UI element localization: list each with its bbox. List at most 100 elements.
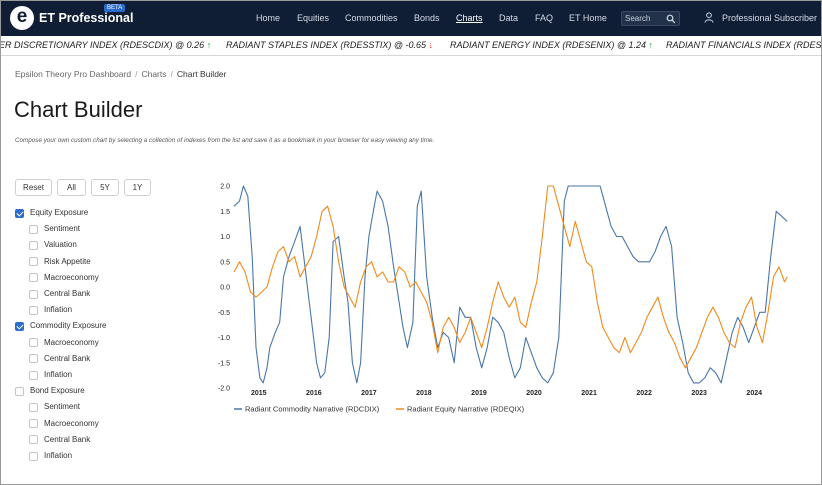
x-tick-label: 2016 <box>306 390 322 397</box>
tree-child-item[interactable]: Sentiment <box>29 224 80 236</box>
breadcrumb-charts[interactable]: Charts <box>141 69 167 79</box>
tree-item-label: Valuation <box>44 240 77 250</box>
y-tick-label: 1.0 <box>220 234 230 241</box>
tree-item-label: Inflation <box>44 370 73 379</box>
ticker-item[interactable]: RADIANT ENERGY INDEX (RDESENIX) @ 1.24 ↑ <box>450 40 653 50</box>
tree-item-label: Commodity Exposure <box>30 321 107 331</box>
y-tick-label: -1.0 <box>218 335 230 342</box>
tree-child-item[interactable]: Inflation <box>29 451 72 463</box>
y-tick-label: 1.5 <box>220 209 230 216</box>
user-icon[interactable] <box>704 12 714 23</box>
checkbox[interactable] <box>29 419 38 429</box>
tree-child-item[interactable]: Inflation <box>29 305 72 317</box>
checkbox-checked[interactable] <box>15 321 24 331</box>
y-tick-label: -0.5 <box>218 310 230 317</box>
checkbox[interactable] <box>15 386 24 396</box>
nav-commodities[interactable]: Commodities <box>345 13 398 23</box>
search-icon[interactable] <box>666 14 676 24</box>
checkbox[interactable] <box>29 370 38 380</box>
legend-item[interactable]: Radiant Commodity Narrative (RDCDIX) <box>234 405 380 414</box>
tree-child-item[interactable]: Central Bank <box>29 435 90 447</box>
tree-group-item[interactable]: Bond Exposure <box>15 386 85 398</box>
checkbox[interactable] <box>29 224 38 234</box>
tree-child-item[interactable]: Central Bank <box>29 354 90 366</box>
nav-home[interactable]: Home <box>256 13 281 23</box>
5y-button[interactable]: 5Y <box>91 179 119 196</box>
checkbox-checked[interactable] <box>15 208 24 218</box>
tree-item-label: Central Bank <box>44 353 91 363</box>
ticker-item[interactable]: RADIANT STAPLES INDEX (RDESSTIX) @ -0.65… <box>226 40 433 50</box>
arrow-up-icon: ↑ <box>206 40 212 50</box>
page-title: Chart Builder <box>14 97 143 122</box>
checkbox[interactable] <box>29 305 38 315</box>
ticker-text: RADIANT FINANCIALS INDEX (RDESFNI <box>666 40 822 50</box>
user-account-link[interactable]: Professional Subscriber <box>722 13 818 23</box>
nav-et-home[interactable]: ET Home <box>569 13 607 23</box>
x-tick-label: 2017 <box>361 390 377 397</box>
checkbox[interactable] <box>29 338 38 348</box>
y-tick-label: -2.0 <box>218 386 230 393</box>
tree-child-item[interactable]: Risk Appetite <box>29 257 91 269</box>
checkbox[interactable] <box>29 273 38 283</box>
series-line-1[interactable] <box>233 185 788 369</box>
arrow-up-icon: ↑ <box>648 40 654 50</box>
series-line-0[interactable] <box>233 185 788 384</box>
logo-icon[interactable]: e <box>10 6 34 30</box>
breadcrumb-dashboard[interactable]: Epsilon Theory Pro Dashboard <box>15 69 132 79</box>
breadcrumb-current: Chart Builder <box>176 69 227 79</box>
checkbox[interactable] <box>29 240 38 250</box>
checkbox[interactable] <box>29 435 38 445</box>
tree-group-item[interactable]: Commodity Exposure <box>15 321 106 333</box>
ticker-text: RADIANT STAPLES INDEX (RDESSTIX) @ -0.65 <box>226 40 427 50</box>
tree-child-item[interactable]: Inflation <box>29 370 72 382</box>
tree-child-item[interactable]: Valuation <box>29 240 77 252</box>
tree-item-label: Risk Appetite <box>44 256 91 266</box>
x-tick-label: 2018 <box>416 390 432 397</box>
y-tick-label: -1.5 <box>218 360 230 367</box>
1y-button[interactable]: 1Y <box>124 179 151 196</box>
nav-charts[interactable]: Charts <box>456 13 483 23</box>
nav-equities[interactable]: Equities <box>297 13 330 23</box>
tree-item-label: Central Bank <box>44 434 91 444</box>
x-tick-label: 2021 <box>581 390 597 397</box>
checkbox[interactable] <box>29 289 38 299</box>
reset-button[interactable]: Reset <box>15 179 52 196</box>
x-tick-label: 2023 <box>691 390 707 397</box>
legend-label: Radiant Commodity Narrative (RDCDIX) <box>245 405 380 414</box>
tree-child-item[interactable]: Macroeconomy <box>29 419 99 431</box>
nav-bonds[interactable]: Bonds <box>414 13 440 23</box>
tree-item-label: Macroeconomy <box>44 337 99 347</box>
tree-item-label: Sentiment <box>44 402 81 412</box>
breadcrumb-separator: / <box>170 69 173 79</box>
checkbox[interactable] <box>29 354 38 364</box>
tree-item-label: Inflation <box>44 305 73 315</box>
tree-child-item[interactable]: Macroeconomy <box>29 273 99 285</box>
tree-child-item[interactable]: Sentiment <box>29 402 80 414</box>
tree-child-item[interactable]: Central Bank <box>29 289 90 301</box>
logo-letter: e <box>16 6 28 27</box>
y-tick-label: 2.0 <box>220 184 230 191</box>
search-input[interactable] <box>625 13 667 24</box>
ticker-item[interactable]: RADIANT FINANCIALS INDEX (RDESFNI <box>666 40 822 50</box>
line-chart: 2.0 1.5 1.0 0.5 0.0 -0.5 -1.0 -1.5 -2.0 2015 2016 2… <box>218 184 788 414</box>
top-navbar: e ET Professional BETA Home Equities Com… <box>0 0 822 36</box>
checkbox[interactable] <box>29 451 38 461</box>
breadcrumb: Epsilon Theory Pro Dashboard / Charts / Char… <box>15 69 226 79</box>
tree-group-item[interactable]: Equity Exposure <box>15 208 88 220</box>
nav-faq[interactable]: FAQ <box>535 13 554 23</box>
tree-item-label: Bond Exposure <box>30 386 85 396</box>
legend-item[interactable]: Radiant Equity Narrative (RDEQIX) <box>396 405 525 414</box>
checkbox[interactable] <box>29 402 38 412</box>
ticker-text: ER DISCRETIONARY INDEX (RDESCDIX) @ 0.26 <box>0 40 205 50</box>
tree-item-label: Inflation <box>44 451 73 460</box>
x-tick-label: 2020 <box>526 390 542 397</box>
tree-item-label: Central Bank <box>44 289 91 298</box>
y-tick-label: 0.0 <box>220 285 230 292</box>
all-button[interactable]: All <box>57 179 86 196</box>
nav-data[interactable]: Data <box>499 13 519 23</box>
page-description: Compose your own custom chart by selecti… <box>15 137 435 144</box>
brand-name[interactable]: ET Professional <box>39 11 134 25</box>
tree-child-item[interactable]: Macroeconomy <box>29 338 99 350</box>
ticker-item[interactable]: ER DISCRETIONARY INDEX (RDESCDIX) @ 0.26… <box>0 40 211 50</box>
checkbox[interactable] <box>29 257 38 267</box>
